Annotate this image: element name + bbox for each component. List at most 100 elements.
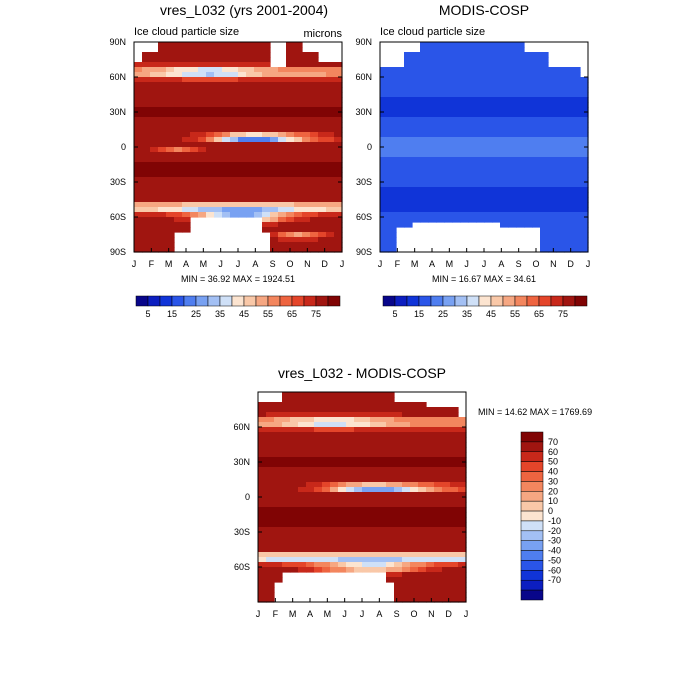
heatmap-cell	[314, 537, 323, 543]
heatmap-cell	[412, 87, 421, 93]
heatmap-cell	[484, 182, 493, 188]
colorbar-swatch	[171, 295, 185, 307]
heatmap-cell	[420, 172, 429, 178]
heatmap-cell	[182, 42, 191, 48]
heatmap-cell	[388, 197, 397, 203]
heatmap-cell	[492, 142, 501, 148]
heatmap-cell	[580, 92, 589, 98]
heatmap-cell	[420, 202, 429, 208]
heatmap-cell	[150, 182, 159, 188]
heatmap-cell	[190, 157, 199, 163]
heatmap-cell	[294, 67, 303, 73]
heatmap-cell	[428, 192, 437, 198]
heatmap-cell	[396, 207, 405, 213]
heatmap-cell	[354, 512, 363, 518]
heatmap-cell	[428, 197, 437, 203]
heatmap-cell	[444, 92, 453, 98]
heatmap-cell	[436, 82, 445, 88]
x-tick-label: F	[395, 259, 401, 269]
heatmap-cell	[394, 422, 403, 428]
heatmap-cell	[346, 512, 355, 518]
heatmap-cell	[214, 182, 223, 188]
heatmap-cell	[508, 122, 517, 128]
heatmap-cell	[346, 447, 355, 453]
heatmap-cell	[166, 232, 175, 238]
heatmap-cell	[166, 222, 175, 228]
heatmap-cell	[258, 457, 267, 463]
heatmap-cell	[314, 497, 323, 503]
heatmap-cell	[418, 487, 427, 493]
heatmap-cell	[282, 407, 291, 413]
heatmap-cell	[142, 202, 151, 208]
heatmap-cell	[524, 72, 533, 78]
heatmap-cell	[322, 442, 331, 448]
heatmap-cell	[230, 152, 239, 158]
heatmap-cell	[508, 77, 517, 83]
heatmap-cell	[258, 522, 267, 528]
heatmap-cell	[302, 92, 311, 98]
heatmap-cell	[298, 522, 307, 528]
heatmap-cell	[556, 152, 565, 158]
panel-diff-stats: MIN = 14.62 MAX = 1769.69	[478, 407, 592, 417]
y-tick-label: 60N	[355, 72, 372, 82]
heatmap-cell	[492, 172, 501, 178]
heatmap-cell	[214, 92, 223, 98]
heatmap-cell	[444, 202, 453, 208]
colorbar-tick-label: -20	[548, 526, 561, 536]
heatmap-cell	[410, 457, 419, 463]
heatmap-cell	[362, 432, 371, 438]
heatmap-cell	[258, 447, 267, 453]
heatmap-cell	[362, 412, 371, 418]
heatmap-cell	[262, 82, 271, 88]
heatmap-cell	[346, 517, 355, 523]
heatmap-cell	[286, 237, 295, 243]
heatmap-cell	[396, 137, 405, 143]
heatmap-cell	[198, 47, 207, 53]
heatmap-cell	[338, 462, 347, 468]
heatmap-cell	[434, 462, 443, 468]
heatmap-cell	[484, 172, 493, 178]
heatmap-cell	[450, 457, 459, 463]
heatmap-cell	[410, 552, 419, 558]
heatmap-cell	[338, 447, 347, 453]
heatmap-cell	[402, 537, 411, 543]
heatmap-cell	[468, 107, 477, 113]
heatmap-cell	[540, 202, 549, 208]
heatmap-cell	[412, 142, 421, 148]
heatmap-cell	[580, 182, 589, 188]
heatmap-cell	[258, 402, 267, 408]
heatmap-cell	[468, 187, 477, 193]
heatmap-cell	[134, 197, 143, 203]
heatmap-cell	[444, 157, 453, 163]
heatmap-cell	[580, 117, 589, 123]
heatmap-cell	[270, 67, 279, 73]
heatmap-cell	[322, 402, 331, 408]
heatmap-cell	[290, 497, 299, 503]
heatmap-cell	[270, 107, 279, 113]
heatmap-cell	[508, 142, 517, 148]
heatmap-cell	[394, 557, 403, 563]
heatmap-cell	[326, 152, 335, 158]
heatmap-cell	[278, 122, 287, 128]
heatmap-cell	[134, 142, 143, 148]
heatmap-cell	[266, 402, 275, 408]
heatmap-cell	[436, 172, 445, 178]
heatmap-cell	[214, 142, 223, 148]
heatmap-cell	[396, 212, 405, 218]
heatmap-cell	[548, 187, 557, 193]
heatmap-cell	[282, 422, 291, 428]
heatmap-cell	[572, 217, 581, 223]
heatmap-cell	[500, 172, 509, 178]
heatmap-cell	[258, 492, 267, 498]
heatmap-cell	[548, 77, 557, 83]
heatmap-cell	[238, 162, 247, 168]
heatmap-cell	[380, 92, 389, 98]
heatmap-cell	[370, 412, 379, 418]
heatmap-cell	[370, 437, 379, 443]
heatmap-cell	[278, 172, 287, 178]
heatmap-cell	[540, 142, 549, 148]
